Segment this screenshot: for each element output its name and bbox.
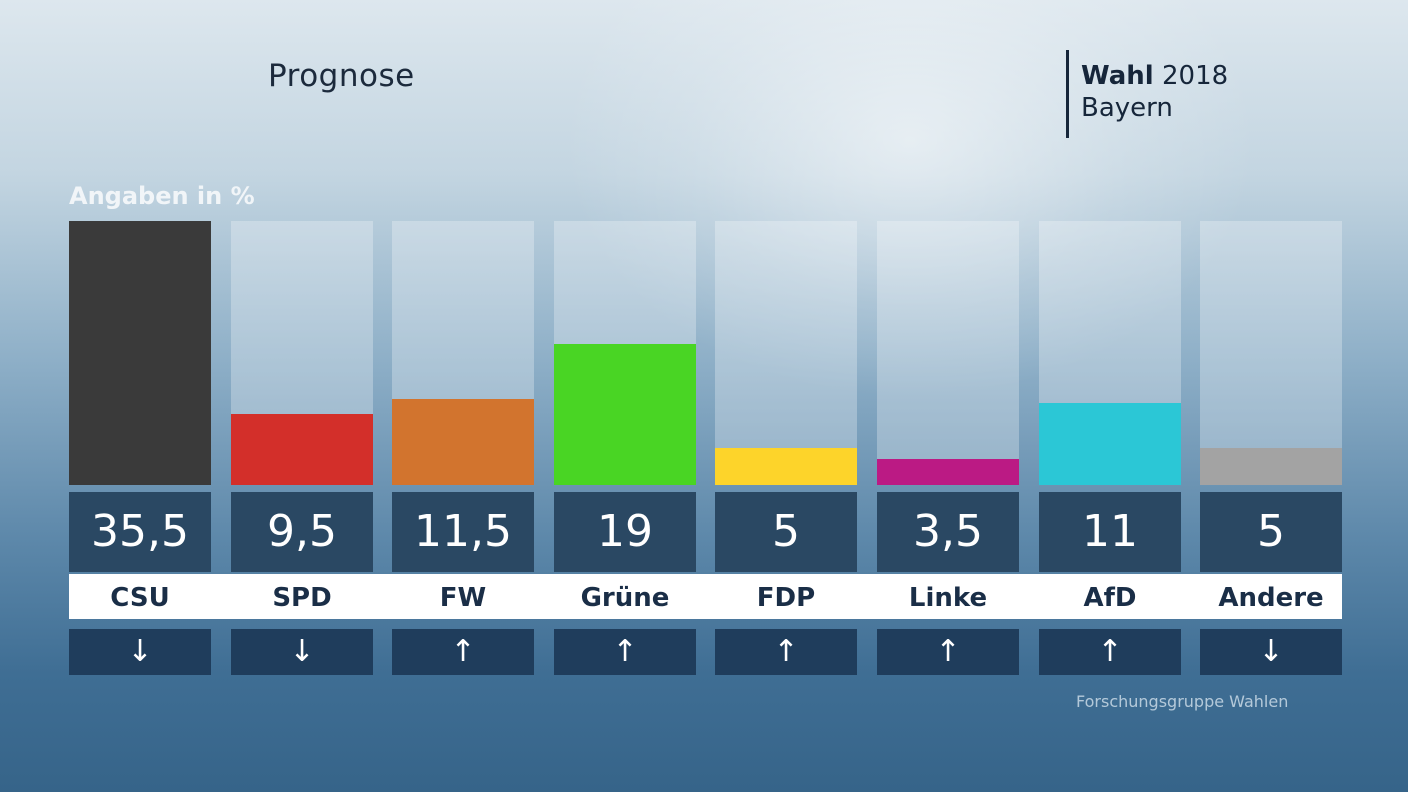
- party-label-csu: CSU: [110, 583, 170, 613]
- bar-linke: [877, 459, 1019, 485]
- arrow-down-icon-andere: ↓: [1200, 629, 1342, 675]
- bar-track-fdp: [715, 221, 857, 485]
- value-label-andere: 5: [1200, 492, 1342, 572]
- value-label-spd: 9,5: [231, 492, 373, 572]
- party-label-fw: FW: [439, 583, 487, 613]
- party-label-spd: SPD: [272, 583, 332, 613]
- column-spd: 9,5 ↓: [231, 221, 373, 675]
- value-label-gr-ne: 19: [554, 492, 696, 572]
- party-label-linke: Linke: [908, 583, 988, 613]
- page-title: Prognose: [268, 58, 415, 94]
- value-label-fdp: 5: [715, 492, 857, 572]
- bar-spd: [231, 414, 373, 485]
- bar-track-fw: [392, 221, 534, 485]
- party-label-fdp: FDP: [756, 583, 816, 613]
- value-label-fw: 11,5: [392, 492, 534, 572]
- column-linke: 3,5 ↑: [877, 221, 1019, 675]
- value-label-afd: 11: [1039, 492, 1181, 572]
- brand-region: Bayern: [1081, 93, 1173, 123]
- arrow-up-icon-gr-ne: ↑: [554, 629, 696, 675]
- brand-year: 2018: [1161, 61, 1229, 91]
- bar-gr-ne: [554, 344, 696, 485]
- bar-track-afd: [1039, 221, 1181, 485]
- column-afd: 11 ↑: [1039, 221, 1181, 675]
- column-fw: 11,5 ↑: [392, 221, 534, 675]
- bar-fw: [392, 399, 534, 485]
- column-andere: 5 ↓: [1200, 221, 1342, 675]
- bar-track-spd: [231, 221, 373, 485]
- bar-track-linke: [877, 221, 1019, 485]
- brand-wahl: Wahl: [1081, 61, 1154, 91]
- party-label-gr-ne: Grüne: [580, 583, 670, 613]
- bar-afd: [1039, 403, 1181, 485]
- arrow-up-icon-linke: ↑: [877, 629, 1019, 675]
- arrow-up-icon-afd: ↑: [1039, 629, 1181, 675]
- bar-track-andere: [1200, 221, 1342, 485]
- bar-csu: [69, 221, 211, 485]
- election-brand: Wahl 2018 Bayern: [1066, 50, 1228, 138]
- source-credit: Forschungsgruppe Wahlen: [1076, 692, 1289, 711]
- party-label-afd: AfD: [1083, 583, 1137, 613]
- unit-label: Angaben in %: [69, 182, 255, 210]
- bar-track-gr-ne: [554, 221, 696, 485]
- arrow-down-icon-csu: ↓: [69, 629, 211, 675]
- arrow-down-icon-spd: ↓: [231, 629, 373, 675]
- value-label-linke: 3,5: [877, 492, 1019, 572]
- party-label-andere: Andere: [1218, 583, 1324, 613]
- column-csu: 35,5 ↓: [69, 221, 211, 675]
- bar-track-csu: [69, 221, 211, 485]
- column-gr-ne: 19 ↑: [554, 221, 696, 675]
- arrow-up-icon-fdp: ↑: [715, 629, 857, 675]
- value-label-csu: 35,5: [69, 492, 211, 572]
- arrow-up-icon-fw: ↑: [392, 629, 534, 675]
- party-label-strip: CSU SPD FW Grüne FDP Linke AfD Andere: [69, 574, 1342, 619]
- bar-fdp: [715, 448, 857, 485]
- column-fdp: 5 ↑: [715, 221, 857, 675]
- bar-andere: [1200, 448, 1342, 485]
